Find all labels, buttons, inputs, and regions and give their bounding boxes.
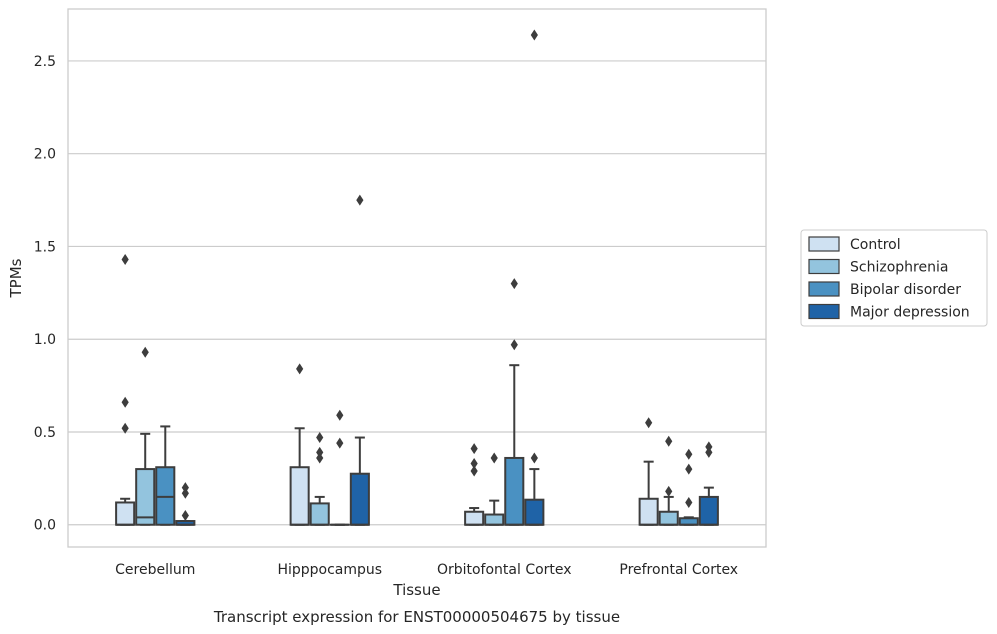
x-tick-label: Orbitofontal Cortex (437, 562, 572, 578)
x-tick-label: Cerebellum (115, 562, 195, 578)
outlier-point (705, 441, 713, 453)
box-2-1 (329, 409, 350, 526)
box-2-0 (155, 425, 176, 526)
box-body (115, 501, 136, 526)
outlier-point (685, 448, 693, 460)
legend-swatch (808, 281, 840, 297)
box-3-2 (524, 29, 545, 526)
outlier-point (470, 458, 478, 470)
outlier-point (181, 509, 189, 521)
legend-swatch (808, 258, 840, 275)
y-tick-label: 2.5 (34, 54, 56, 70)
outlier-point (121, 422, 129, 434)
legend-label: Schizophrenia (850, 260, 948, 276)
outlier-point (141, 346, 149, 358)
boxes (115, 29, 719, 526)
grid (68, 60, 766, 526)
legend-label: Major depression (850, 305, 970, 321)
box-body (638, 497, 659, 526)
box-1-3 (658, 435, 679, 526)
box-body (349, 472, 370, 526)
outlier-point (121, 396, 129, 408)
x-axis-label: Tissue (392, 581, 440, 599)
box-3-3 (698, 441, 719, 526)
box-body (464, 510, 485, 526)
outlier-point (336, 409, 344, 421)
box-3-0 (175, 482, 196, 526)
box-1-1 (309, 432, 330, 526)
box-body (698, 495, 719, 526)
box-1-2 (484, 452, 505, 526)
legend-swatch (808, 303, 840, 320)
outlier-point (121, 253, 129, 265)
box-body (658, 510, 679, 526)
x-ticks: Cerebellum Hipppocampus Orbitofontal Corte… (115, 562, 738, 578)
legend-label: Control (850, 237, 901, 253)
legend-swatch (808, 236, 840, 252)
outlier-point (316, 452, 324, 464)
outlier-point (470, 443, 478, 455)
box-0-2 (464, 443, 485, 526)
outlier-point (510, 339, 518, 351)
box-body (289, 466, 310, 526)
outlier-point (316, 432, 324, 444)
y-axis-label: TPMs (7, 258, 25, 298)
outlier-point (296, 363, 304, 375)
box-3-1 (349, 194, 370, 526)
y-tick-label: 0.0 (34, 518, 56, 534)
outlier-point (665, 435, 673, 447)
outlier-point (665, 485, 673, 497)
box-body (135, 468, 156, 526)
plot-frame (67, 8, 767, 548)
outlier-point (685, 463, 693, 475)
chart-caption: Transcript expression for ENST0000050467… (213, 608, 620, 626)
y-tick-label: 1.0 (34, 332, 56, 348)
box-0-3 (638, 417, 659, 526)
box-0-0 (115, 253, 136, 526)
outlier-point (181, 487, 189, 499)
box-body (504, 456, 525, 526)
outlier-point (705, 446, 713, 458)
outlier-point (530, 29, 538, 41)
outlier-point (530, 452, 538, 464)
outlier-point (510, 278, 518, 290)
outlier-point (181, 482, 189, 494)
legend-label: Bipolar disorder (850, 282, 961, 298)
x-tick-label: Prefrontal Cortex (619, 562, 738, 578)
box-body (484, 513, 505, 526)
box-0-1 (289, 363, 310, 526)
box-2-3 (678, 448, 699, 526)
legend: Control Schizophrenia Bipolar disorder Majo… (800, 229, 988, 327)
box-body (309, 502, 330, 526)
box-body (524, 498, 545, 526)
y-tick-label: 2.0 (34, 147, 56, 163)
outlier-point (490, 452, 498, 464)
y-ticks: 0.0 0.5 1.0 1.5 2.0 2.5 (34, 54, 56, 534)
y-tick-label: 1.5 (34, 239, 56, 255)
outlier-point (316, 446, 324, 458)
box-2-2 (504, 278, 525, 526)
outlier-point (356, 194, 364, 206)
x-tick-label: Hipppocampus (277, 562, 382, 578)
box-1-0 (135, 346, 156, 526)
outlier-point (645, 417, 653, 429)
outlier-point (336, 437, 344, 449)
legend-frame (800, 229, 988, 327)
y-tick-label: 0.5 (34, 425, 56, 441)
outlier-point (685, 496, 693, 508)
outlier-point (470, 465, 478, 477)
